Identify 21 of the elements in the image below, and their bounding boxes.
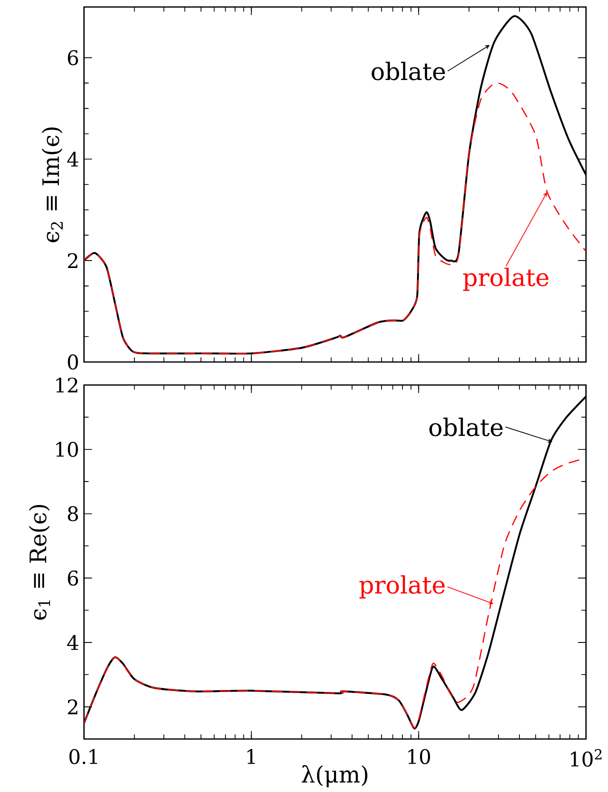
y-tick-label: 6 [68,570,78,586]
y-tick-label: 12 [56,378,78,392]
y-tick-label: 2 [68,699,78,714]
x-tick-label: 0.1 [69,749,98,764]
y-tick-label: 10 [56,442,78,457]
y-axis-title: ϵ$_{1}$ ≡ Re(ϵ) [28,504,50,620]
y-tick-label: 6 [68,50,78,66]
x-tick-label: 10$^{2}$ [570,749,602,767]
annotation: oblate [372,62,445,80]
annotation: oblate [429,418,503,436]
annotation: prolate [463,268,548,291]
x-tick-label: 1 [247,749,255,764]
y-tick-label: 4 [67,152,78,167]
y-tick-label: 0 [68,354,78,370]
y-tick-label: 2 [68,253,78,268]
y-tick-label: 4 [67,635,78,650]
y-axis-title: ϵ$_{2}$ ≡ Im(ϵ) [42,127,63,242]
x-axis-title: λ(μm) [302,765,368,788]
x-tick-label: 10 [408,749,430,764]
y-tick-label: 8 [68,506,78,522]
annotation: prolate [359,575,445,598]
